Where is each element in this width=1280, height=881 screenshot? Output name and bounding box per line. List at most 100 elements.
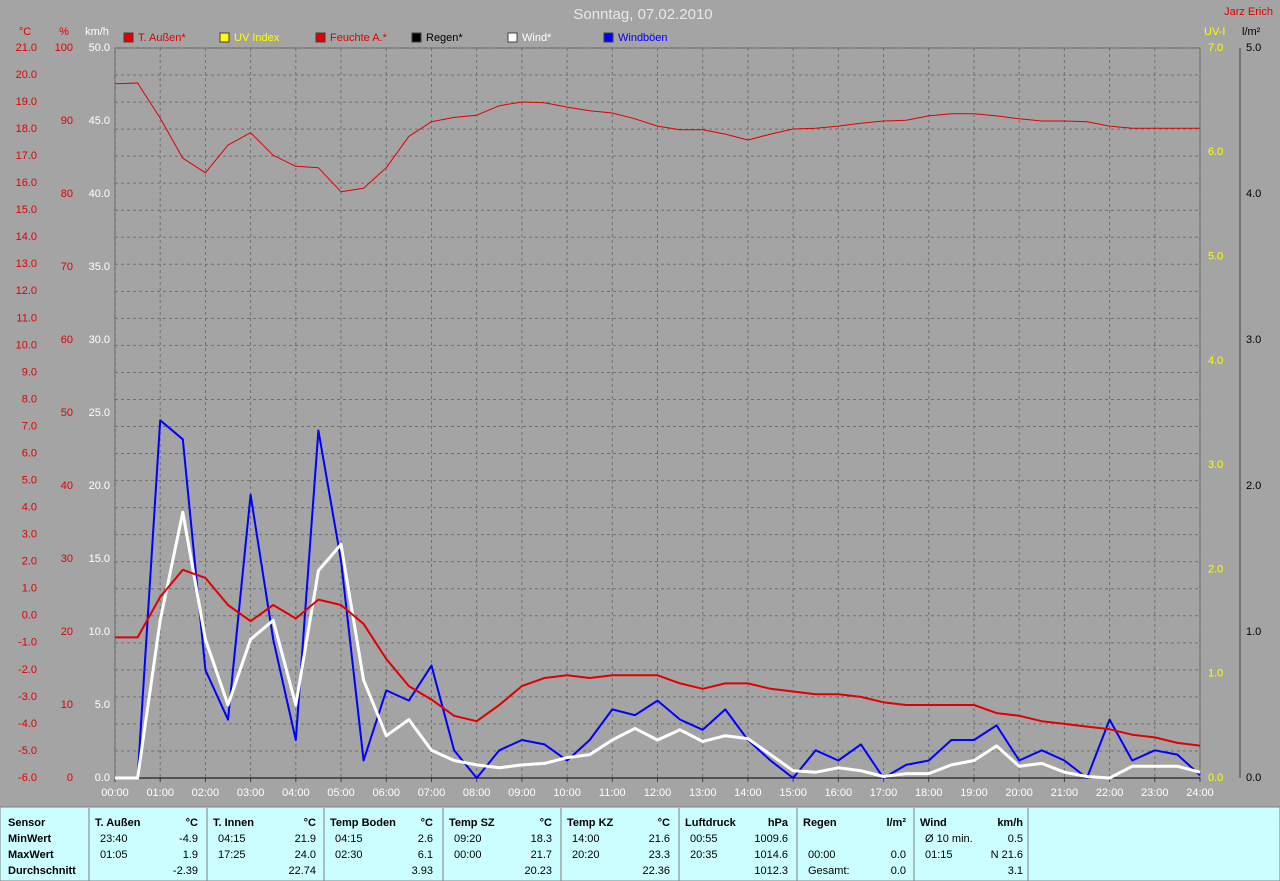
x-tick-label: 18:00 — [915, 787, 943, 799]
y-tick-label: 19.0 — [16, 96, 37, 108]
stats-row-label: MinWert — [8, 833, 52, 845]
x-tick-label: 17:00 — [870, 787, 898, 799]
x-tick-label: 00:00 — [101, 787, 129, 799]
axis-label: km/h — [85, 26, 109, 38]
author: Jarz Erich — [1224, 6, 1273, 18]
stats-header: Regen — [803, 817, 837, 829]
stats-value: 24.0 — [295, 849, 316, 861]
stats-value: 23.3 — [649, 849, 670, 861]
axis-label: °C — [19, 26, 31, 38]
y-tick-label: 3.0 — [1208, 459, 1223, 471]
y-tick-label: 6.0 — [22, 447, 37, 459]
stats-value: 20.23 — [524, 865, 552, 877]
series-line — [115, 568, 1201, 747]
x-tick-label: 15:00 — [779, 787, 807, 799]
x-tick-label: 07:00 — [418, 787, 446, 799]
y-tick-label: 16.0 — [16, 177, 37, 189]
y-tick-label: -1.0 — [18, 637, 37, 649]
stats-time: Ø 10 min. — [925, 833, 973, 845]
legend-swatch — [507, 32, 518, 43]
y-tick-label: 40.0 — [89, 188, 110, 200]
y-tick-label: 1.0 — [1246, 626, 1261, 638]
stats-row-label: MaxWert — [8, 849, 54, 861]
y-tick-label: 7.0 — [1208, 42, 1223, 54]
y-tick-label: 5.0 — [1246, 42, 1261, 54]
series-line — [114, 82, 1200, 193]
stats-value: N 21.6 — [991, 849, 1023, 861]
stats-value: 21.9 — [295, 833, 316, 845]
y-tick-label: 25.0 — [89, 407, 110, 419]
y-tick-label: 9.0 — [22, 366, 37, 378]
x-tick-label: 16:00 — [825, 787, 853, 799]
legend-swatch — [411, 32, 422, 43]
x-tick-label: 19:00 — [960, 787, 988, 799]
stats-value: 1012.3 — [754, 865, 788, 877]
stats-unit: °C — [540, 817, 552, 829]
stats-time: 01:15 — [925, 849, 953, 861]
stats-value: 3.93 — [412, 865, 433, 877]
x-tick-label: 13:00 — [689, 787, 717, 799]
stats-time: 04:15 — [218, 833, 246, 845]
axis-label: UV-I — [1204, 26, 1225, 38]
y-tick-label: 1.0 — [22, 583, 37, 595]
y-tick-label: 0.0 — [1208, 772, 1223, 784]
stats-row-label: Durchschnitt — [8, 865, 76, 877]
stats-time: Gesamt: — [808, 865, 850, 877]
stats-header: Temp KZ — [567, 817, 614, 829]
y-tick-label: 14.0 — [16, 231, 37, 243]
y-tick-label: 100 — [55, 42, 73, 54]
x-tick-label: 02:00 — [192, 787, 220, 799]
stats-time: 23:40 — [100, 833, 128, 845]
y-tick-label: 18.0 — [16, 123, 37, 135]
stats-unit: °C — [304, 817, 316, 829]
stats-time: 20:20 — [572, 849, 600, 861]
y-tick-label: -3.0 — [18, 691, 37, 703]
y-tick-label: 20.0 — [16, 69, 37, 81]
y-tick-label: 0.0 — [95, 772, 110, 784]
stats-value: 0.0 — [891, 865, 906, 877]
y-tick-label: 2.0 — [1246, 480, 1261, 492]
stats-time: 00:55 — [690, 833, 718, 845]
stats-time: 20:35 — [690, 849, 718, 861]
stats-value: 1009.6 — [754, 833, 788, 845]
legend-label: Windböen — [618, 32, 668, 44]
x-tick-label: 11:00 — [599, 787, 626, 799]
x-tick-label: 09:00 — [508, 787, 536, 799]
stats-value: 6.1 — [418, 849, 433, 861]
y-tick-label: 80 — [61, 188, 73, 200]
y-tick-label: 40 — [61, 480, 73, 492]
legend-swatch — [219, 32, 230, 43]
legend-label: T. Außen* — [138, 32, 186, 44]
y-tick-label: 20 — [61, 626, 73, 638]
stats-value: 21.7 — [531, 849, 552, 861]
y-tick-label: 10 — [61, 699, 73, 711]
stats-value: 2.6 — [418, 833, 433, 845]
x-tick-label: 08:00 — [463, 787, 491, 799]
stats-header: Temp SZ — [449, 817, 495, 829]
y-tick-label: 21.0 — [16, 42, 37, 54]
stats-time: 00:00 — [808, 849, 836, 861]
stats-unit: km/h — [997, 817, 1023, 829]
legend-swatch — [603, 32, 614, 43]
stats-header: Wind — [920, 817, 947, 829]
stats-value: 21.6 — [649, 833, 670, 845]
stats-unit: l/m² — [886, 817, 906, 829]
y-tick-label: 90 — [61, 115, 73, 127]
y-tick-label: 15.0 — [16, 204, 37, 216]
legend-label: Regen* — [426, 32, 463, 44]
y-tick-label: -5.0 — [18, 745, 37, 757]
stats-row-label: Sensor — [8, 817, 46, 829]
stats-time: 09:20 — [454, 833, 482, 845]
y-tick-label: 7.0 — [22, 420, 37, 432]
x-tick-label: 03:00 — [237, 787, 265, 799]
y-tick-label: 60 — [61, 334, 73, 346]
y-tick-label: 0 — [67, 772, 73, 784]
y-tick-label: 17.0 — [16, 150, 37, 162]
y-tick-label: -6.0 — [18, 772, 37, 784]
y-tick-label: 6.0 — [1208, 146, 1223, 158]
y-tick-label: -2.0 — [18, 664, 37, 676]
x-tick-label: 24:00 — [1186, 787, 1214, 799]
y-tick-label: 3.0 — [22, 529, 37, 541]
stats-header: T. Innen — [213, 817, 254, 829]
